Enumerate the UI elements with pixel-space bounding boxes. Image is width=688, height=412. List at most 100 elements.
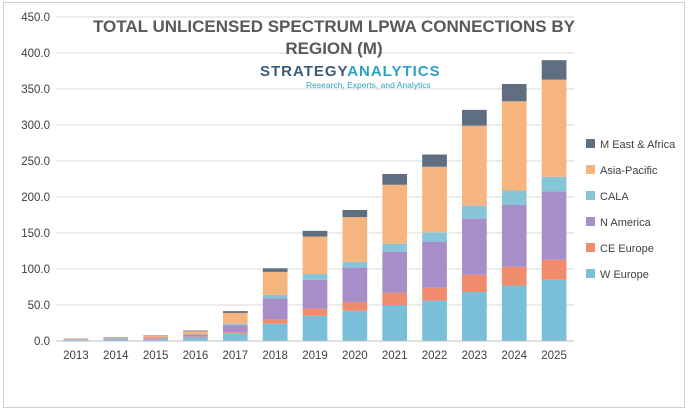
- bar-segment-m-east-africa: [422, 154, 447, 167]
- bar-segment-n-america: [262, 298, 288, 320]
- strategy-analytics-logo: STRATEGYANALYTICS Research, Experts, and…: [260, 63, 441, 90]
- chart-title-line-1: TOTAL UNLICENSED SPECTRUM LPWA CONNECTIO…: [93, 17, 576, 36]
- bar-segment-w-europe: [183, 337, 208, 341]
- bar-segment-cala: [501, 190, 527, 205]
- bar-segment-ce-europe: [422, 287, 447, 301]
- legend-label: Asia-Pacific: [600, 165, 658, 177]
- bar-segment-asia-pacific: [63, 338, 89, 340]
- x-tick-label: 2019: [302, 350, 328, 362]
- bar-segment-asia-pacific: [501, 101, 527, 191]
- logo-analytics: ANALYTICS: [347, 63, 440, 80]
- x-tick-label: 2018: [262, 350, 288, 362]
- bar-segment-asia-pacific: [382, 184, 408, 244]
- bar-segment-n-america: [302, 279, 328, 309]
- bar-segment-w-europe: [462, 292, 487, 341]
- bar-segment-w-europe: [262, 323, 288, 341]
- bar-segment-ce-europe: [183, 336, 208, 338]
- bar-segment-asia-pacific: [302, 236, 328, 275]
- bar-segment-w-europe: [501, 285, 527, 341]
- x-axis: 2013 2014 2015 2016 2017 2018 2019 2020 2021 2022…: [56, 340, 574, 362]
- lpwa-connections-chart: 0.0 50.0 100.0 150.0 200.0 250.0 300.0 350.0 400…: [21, 12, 676, 362]
- y-tick-label: 250.0: [21, 156, 50, 168]
- x-tick-label: 2014: [103, 350, 129, 362]
- legend-swatch: [586, 191, 595, 200]
- bar-segment-w-europe: [143, 338, 168, 341]
- legend-swatch: [586, 165, 595, 174]
- bar-segment-m-east-africa: [183, 330, 208, 332]
- chart-frame: 0.0 50.0 100.0 150.0 200.0 250.0 300.0 350.0 400…: [3, 2, 685, 408]
- bar-segment-n-america: [382, 251, 408, 293]
- bar-segment-w-europe: [382, 305, 408, 341]
- bar-segment-n-america: [103, 338, 129, 339]
- legend-swatch: [586, 243, 595, 252]
- y-tick-label: 350.0: [21, 84, 50, 96]
- bar-segment-n-america: [143, 337, 168, 339]
- bar-segment-w-europe: [342, 310, 368, 341]
- bar-segment-n-america: [462, 218, 487, 275]
- bar-segment-asia-pacific: [143, 335, 168, 338]
- bar-segment-asia-pacific: [222, 312, 248, 324]
- bar-segment-asia-pacific: [422, 166, 447, 233]
- x-tick-label: 2017: [223, 350, 249, 362]
- bar-segment-asia-pacific: [103, 337, 129, 338]
- y-tick-label: 200.0: [21, 192, 50, 204]
- legend-swatch: [586, 217, 595, 226]
- bar-segment-ce-europe: [262, 319, 288, 324]
- bar-segment-n-america: [501, 204, 527, 267]
- legend-label: CE Europe: [600, 243, 654, 255]
- bar-segment-ce-europe: [462, 274, 487, 293]
- legend-label: N America: [600, 217, 652, 229]
- bar-segment-asia-pacific: [262, 271, 288, 295]
- x-tick-label: 2013: [63, 350, 89, 362]
- y-axis: 0.0 50.0 100.0 150.0 200.0 250.0 300.0 350.0 400…: [21, 12, 50, 348]
- bars: [63, 60, 567, 341]
- x-tick-label: 2015: [143, 350, 169, 362]
- bar-segment-n-america: [222, 325, 248, 333]
- x-tick-label: 2016: [183, 350, 209, 362]
- legend-label: CALA: [600, 191, 629, 203]
- legend: M East & Africa Asia-Pacific CALA N America…: [586, 139, 676, 281]
- bar-segment-m-east-africa: [462, 109, 487, 126]
- x-tick-label: 2024: [501, 350, 527, 362]
- bar-segment-m-east-africa: [342, 209, 368, 218]
- bar-segment-n-america: [541, 191, 567, 260]
- svg-text:STRATEGYANALYTICS: STRATEGYANALYTICS: [260, 63, 441, 80]
- bar-segment-ce-europe: [541, 259, 567, 280]
- bar-segment-ce-europe: [501, 266, 527, 286]
- bar-segment-w-europe: [103, 339, 129, 341]
- y-tick-label: 150.0: [21, 228, 50, 240]
- bar-segment-n-america: [422, 241, 447, 288]
- logo-tagline: Research, Experts, and Analytics: [306, 80, 431, 90]
- bar-segment-m-east-africa: [541, 60, 567, 80]
- x-tick-label: 2023: [462, 350, 488, 362]
- bar-segment-ce-europe: [382, 292, 408, 305]
- bar-segment-m-east-africa: [262, 268, 288, 272]
- legend-swatch: [586, 139, 595, 148]
- bar-segment-cala: [382, 243, 408, 252]
- bar-segment-cala: [462, 205, 487, 219]
- bar-segment-asia-pacific: [342, 217, 368, 262]
- x-tick-label: 2022: [422, 350, 448, 362]
- bar-segment-m-east-africa: [501, 83, 527, 102]
- bar-segment-w-europe: [302, 315, 328, 341]
- bar-segment-cala: [222, 323, 248, 326]
- bar-segment-w-europe: [541, 279, 567, 341]
- legend-label: W Europe: [600, 269, 649, 281]
- legend-label: M East & Africa: [600, 139, 676, 151]
- x-tick-label: 2021: [382, 350, 408, 362]
- bar-segment-w-europe: [422, 300, 447, 341]
- y-tick-label: 100.0: [21, 264, 50, 276]
- bar-segment-m-east-africa: [302, 230, 328, 237]
- bar-segment-w-europe: [222, 333, 248, 341]
- bar-segment-asia-pacific: [541, 79, 567, 177]
- bar-segment-ce-europe: [342, 302, 368, 311]
- bar-segment-cala: [422, 232, 447, 242]
- y-tick-label: 300.0: [21, 120, 50, 132]
- y-tick-label: 50.0: [28, 300, 50, 312]
- x-tick-label: 2020: [342, 350, 368, 362]
- bar-segment-n-america: [183, 334, 208, 337]
- bar-segment-m-east-africa: [222, 311, 248, 313]
- y-tick-label: 450.0: [21, 12, 50, 24]
- bar-segment-n-america: [342, 267, 368, 303]
- gridlines: [56, 16, 574, 342]
